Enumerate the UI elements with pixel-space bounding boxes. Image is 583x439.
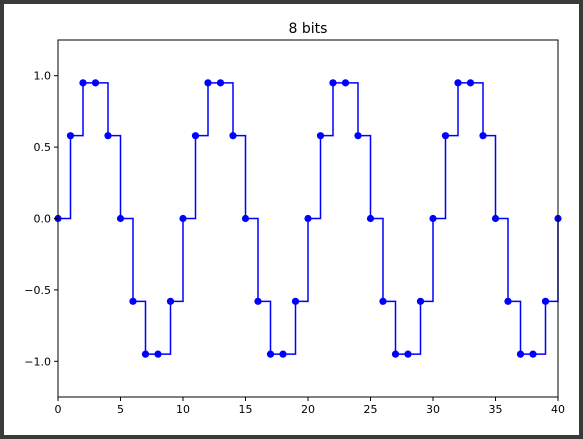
data-point <box>66 132 75 140</box>
data-point <box>91 79 100 87</box>
data-point <box>129 297 137 305</box>
data-point <box>341 79 350 87</box>
data-point <box>79 79 87 87</box>
x-tick-label: 30 <box>426 403 440 416</box>
y-tick-label: 0.0 <box>34 213 52 226</box>
data-point <box>216 79 225 87</box>
data-point <box>329 79 337 87</box>
figure-canvas: 8 bits 0 5 10 15 20 25 30 35 40 1.0 0.5 0.0 −0.5 −1.… <box>4 4 579 435</box>
x-tick-label: 35 <box>489 403 503 416</box>
data-point <box>204 79 212 87</box>
y-tick-label: 0.5 <box>34 141 52 154</box>
data-point <box>391 350 400 358</box>
data-point <box>379 297 387 305</box>
x-tick-label: 25 <box>364 403 378 416</box>
data-point <box>179 214 187 223</box>
x-tick-label: 5 <box>117 403 124 416</box>
data-point <box>441 132 450 140</box>
data-point <box>429 214 437 223</box>
data-point <box>304 214 312 223</box>
data-point <box>104 132 112 140</box>
data-point <box>454 79 462 87</box>
data-point <box>516 350 525 358</box>
data-point <box>504 297 512 305</box>
step-chart: 8 bits 0 5 10 15 20 25 30 35 40 1.0 0.5 0.0 −0.5 −1.… <box>24 21 565 416</box>
data-point <box>141 350 150 358</box>
y-tick-label: −1.0 <box>24 355 51 368</box>
y-tick-label: −0.5 <box>24 284 51 297</box>
data-point <box>116 214 125 223</box>
data-point <box>291 297 300 305</box>
x-tick-label: 15 <box>239 403 253 416</box>
plot-area <box>54 79 562 358</box>
data-point <box>479 132 487 140</box>
x-tick-label: 0 <box>55 403 62 416</box>
data-point <box>541 297 550 305</box>
x-tick-label: 10 <box>176 403 190 416</box>
data-point <box>354 132 362 140</box>
data-point <box>416 297 425 305</box>
data-point <box>491 214 500 223</box>
data-point <box>529 350 537 358</box>
data-point <box>191 132 200 140</box>
data-point <box>166 297 175 305</box>
data-point <box>266 350 275 358</box>
data-point <box>229 132 237 140</box>
data-point <box>241 214 250 223</box>
data-point <box>316 132 325 140</box>
x-tick-label: 20 <box>301 403 315 416</box>
y-tick-label: 1.0 <box>34 70 52 83</box>
data-point <box>466 79 475 87</box>
data-point <box>404 350 412 358</box>
data-point <box>254 297 262 305</box>
y-axis: 1.0 0.5 0.0 −0.5 −1.0 <box>24 70 58 368</box>
data-point <box>366 214 375 223</box>
data-point <box>279 350 287 358</box>
x-axis: 0 5 10 15 20 25 30 35 40 <box>55 397 565 416</box>
x-tick-label: 40 <box>551 403 565 416</box>
chart-title: 8 bits <box>289 21 328 37</box>
data-point <box>154 350 162 358</box>
